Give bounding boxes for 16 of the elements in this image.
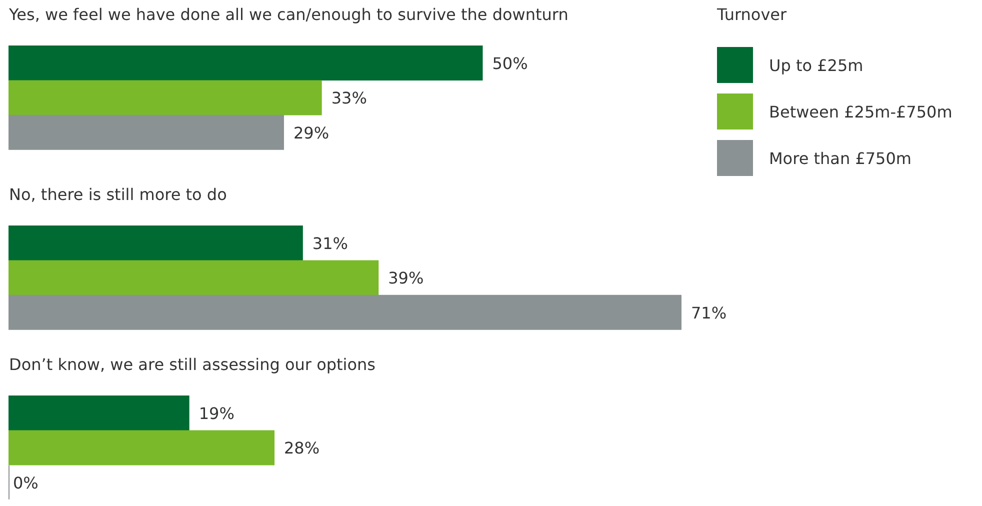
legend-label: Up to £25m <box>769 56 864 75</box>
data-label: 39% <box>388 268 424 288</box>
y-tick-label: Don’t know, we are still assessing our options <box>9 355 376 374</box>
data-label: 31% <box>312 234 348 253</box>
legend-label: More than £750m <box>769 149 912 168</box>
data-label: 33% <box>331 88 367 108</box>
y-tick-label: No, there is still more to do <box>9 185 227 204</box>
data-label: 29% <box>293 123 330 142</box>
data-label: 28% <box>284 438 320 458</box>
data-label: 0% <box>13 473 38 492</box>
y-tick-label: Yes, we feel we have done all we can/enough to survive the downturn <box>8 5 568 24</box>
data-label: 71% <box>691 303 727 322</box>
legend-label: Between £25m-£750m <box>769 102 952 122</box>
data-label: 19% <box>198 404 234 423</box>
data-label: 50% <box>492 54 528 73</box>
legend-title: Turnover <box>716 5 788 24</box>
